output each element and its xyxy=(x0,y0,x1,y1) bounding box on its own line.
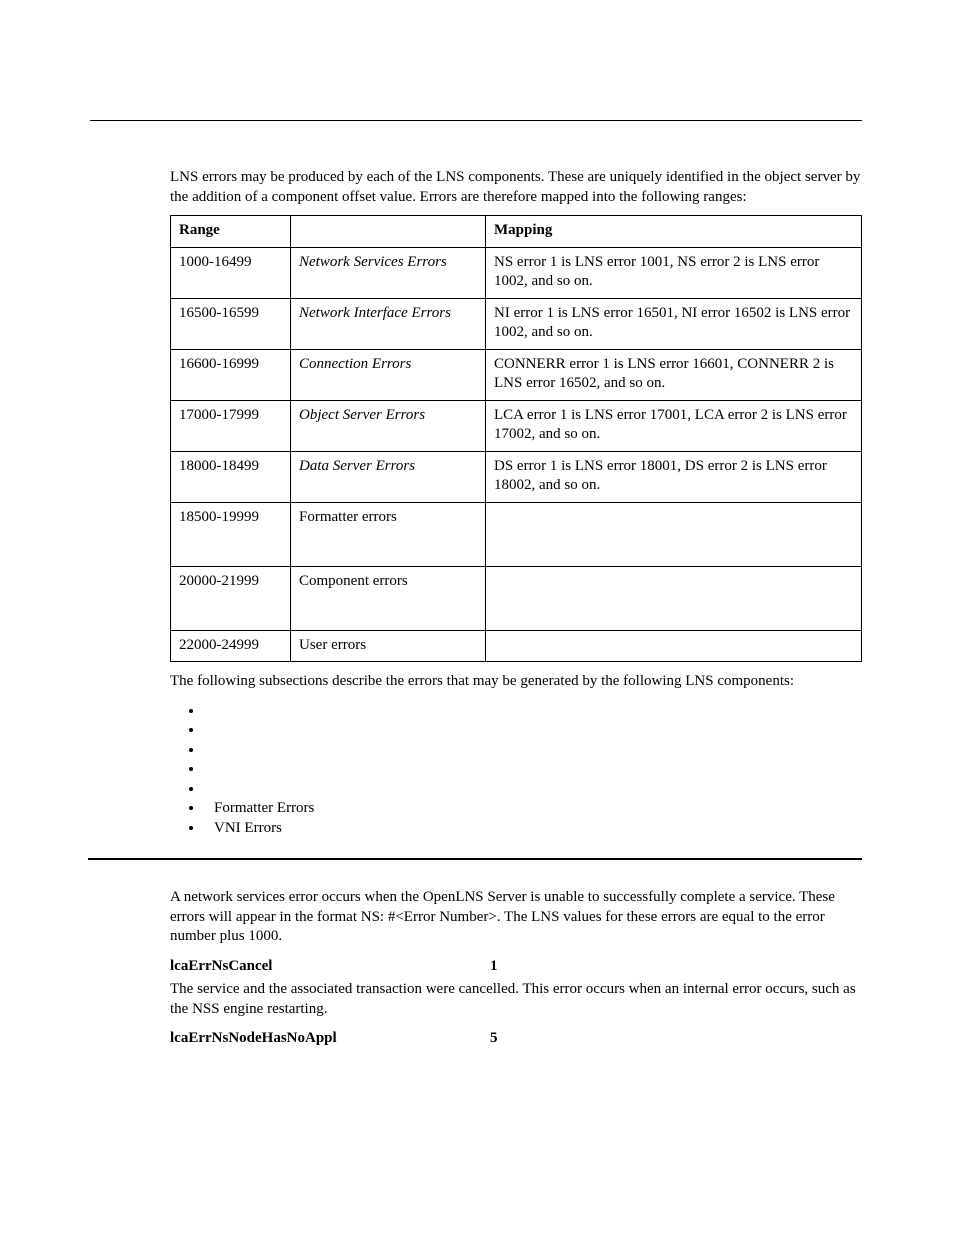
cell-label: Data Server Errors xyxy=(291,451,486,502)
cell-range: 16600-16999 xyxy=(171,349,291,400)
cell-mapping: NI error 1 is LNS error 16501, NI error … xyxy=(486,298,862,349)
cell-range: 22000-24999 xyxy=(171,630,291,662)
list-item xyxy=(204,702,862,722)
table-row: 18500-19999 Formatter errors xyxy=(171,502,862,566)
table-row: 18000-18499 Data Server Errors DS error … xyxy=(171,451,862,502)
cell-label: Object Server Errors xyxy=(291,400,486,451)
ns-intro-paragraph: A network services error occurs when the… xyxy=(170,888,862,947)
cell-mapping: LCA error 1 is LNS error 17001, LCA erro… xyxy=(486,400,862,451)
section-rule xyxy=(88,858,862,860)
error-number: 5 xyxy=(490,1029,498,1049)
list-item xyxy=(204,780,862,800)
list-item xyxy=(204,760,862,780)
cell-label: Formatter errors xyxy=(291,502,486,566)
cell-mapping: CONNERR error 1 is LNS error 16601, CONN… xyxy=(486,349,862,400)
header-mapping: Mapping xyxy=(486,216,862,248)
cell-mapping: DS error 1 is LNS error 18001, DS error … xyxy=(486,451,862,502)
error-def-heading: lcaErrNsCancel 1 xyxy=(170,957,862,977)
cell-mapping: NS error 1 is LNS error 1001, NS error 2… xyxy=(486,247,862,298)
cell-label: Connection Errors xyxy=(291,349,486,400)
cell-label: Network Services Errors xyxy=(291,247,486,298)
cell-range: 18000-18499 xyxy=(171,451,291,502)
list-item: VNI Errors xyxy=(204,819,862,839)
error-name: lcaErrNsCancel xyxy=(170,957,490,977)
list-item xyxy=(204,741,862,761)
cell-mapping xyxy=(486,502,862,566)
header-range: Range xyxy=(171,216,291,248)
table-header-row: Range Mapping xyxy=(171,216,862,248)
header-blank xyxy=(291,216,486,248)
table-row: 22000-24999 User errors xyxy=(171,630,862,662)
table-row: 1000-16499 Network Services Errors NS er… xyxy=(171,247,862,298)
cell-label: User errors xyxy=(291,630,486,662)
cell-range: 1000-16499 xyxy=(171,247,291,298)
table-row: 17000-17999 Object Server Errors LCA err… xyxy=(171,400,862,451)
after-table-paragraph: The following subsections describe the e… xyxy=(170,672,862,692)
cell-range: 17000-17999 xyxy=(171,400,291,451)
top-rule xyxy=(90,120,862,121)
table-row: 16500-16599 Network Interface Errors NI … xyxy=(171,298,862,349)
cell-range: 18500-19999 xyxy=(171,502,291,566)
error-name: lcaErrNsNodeHasNoAppl xyxy=(170,1029,490,1049)
error-number: 1 xyxy=(490,957,498,977)
cell-label: Component errors xyxy=(291,566,486,630)
cell-range: 20000-21999 xyxy=(171,566,291,630)
error-description: The service and the associated transacti… xyxy=(170,980,862,1019)
page-content: LNS errors may be produced by each of th… xyxy=(170,168,862,1049)
cell-mapping xyxy=(486,630,862,662)
cell-label: Network Interface Errors xyxy=(291,298,486,349)
list-item xyxy=(204,721,862,741)
intro-paragraph: LNS errors may be produced by each of th… xyxy=(170,168,862,207)
page: LNS errors may be produced by each of th… xyxy=(0,0,954,1113)
list-item: Formatter Errors xyxy=(204,799,862,819)
cell-range: 16500-16599 xyxy=(171,298,291,349)
table-row: 16600-16999 Connection Errors CONNERR er… xyxy=(171,349,862,400)
error-range-table: Range Mapping 1000-16499 Network Service… xyxy=(170,215,862,662)
error-def-heading: lcaErrNsNodeHasNoAppl 5 xyxy=(170,1029,862,1049)
components-list: Formatter Errors VNI Errors xyxy=(170,702,862,839)
cell-mapping xyxy=(486,566,862,630)
table-row: 20000-21999 Component errors xyxy=(171,566,862,630)
